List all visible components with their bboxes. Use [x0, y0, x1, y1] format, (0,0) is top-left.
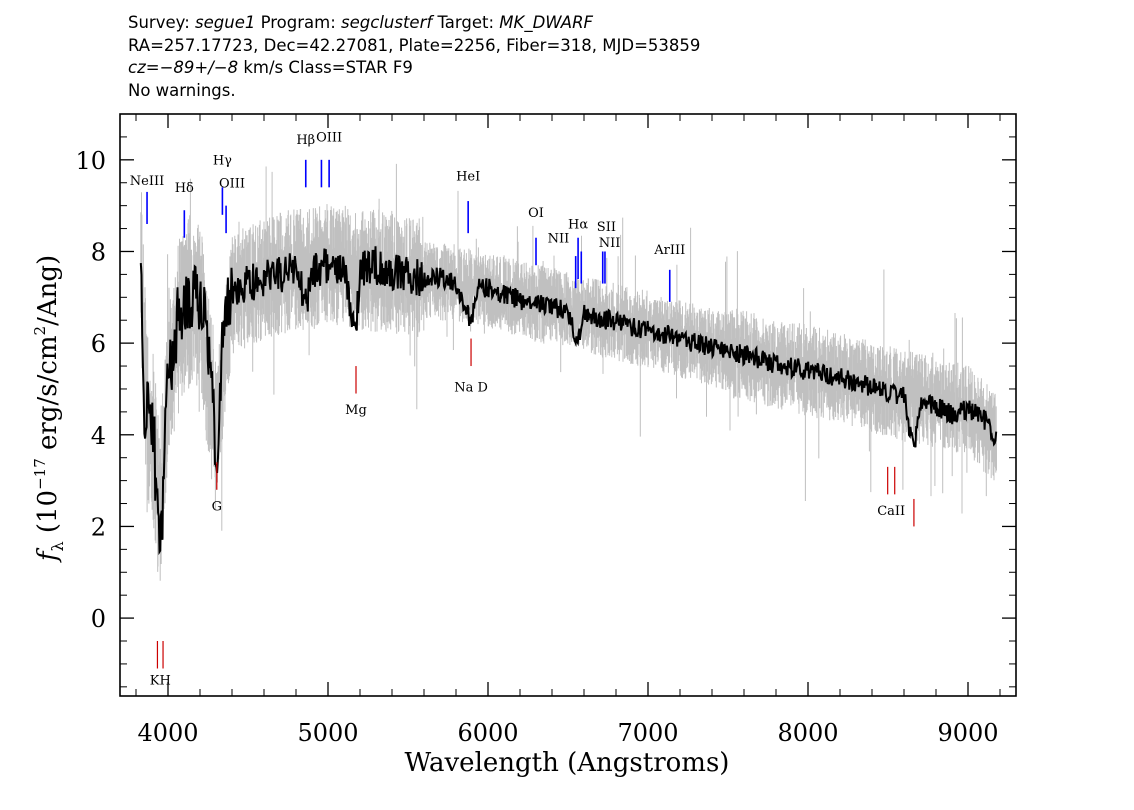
- x-tick-label: 5000: [297, 719, 358, 747]
- spectral-line-label: ArIII: [653, 243, 685, 258]
- spectral-line-label: NII: [599, 236, 621, 251]
- x-axis-label: Wavelength (Angstroms): [405, 748, 730, 778]
- x-tick-label: 9000: [937, 719, 998, 747]
- y-tick-label: 10: [75, 147, 106, 175]
- x-tick-label: 7000: [617, 719, 678, 747]
- spectral-line-label: SII: [597, 220, 616, 235]
- cz-value: −89+/−8: [159, 58, 239, 77]
- spectral-line-label: HeI: [456, 169, 480, 184]
- y-tick-label: 2: [91, 513, 106, 541]
- spectral-line-label: OIII: [316, 130, 342, 145]
- y-axis-label: fλ (10−17 erg/s/cm2/Ang): [31, 255, 67, 563]
- cz-label: cz=: [128, 58, 160, 77]
- program-label: Program:: [260, 13, 336, 32]
- target-label: Target:: [437, 13, 495, 32]
- y-tick-label: 8: [91, 238, 106, 266]
- spectrum-header: Survey: segue1 Program: segclusterf Targ…: [128, 12, 700, 102]
- header-line-redshift: cz=−89+/−8 km/s Class=STAR F9: [128, 57, 700, 80]
- spectral-line-label: CaII: [877, 504, 905, 519]
- y-tick-label: 4: [91, 422, 106, 450]
- spectral-line-label: KH: [150, 674, 171, 689]
- spectral-line-label: OIII: [219, 176, 245, 191]
- flux-series-line: [139, 246, 998, 556]
- spectral-line-label: NeIII: [130, 174, 164, 189]
- header-line-survey: Survey: segue1 Program: segclusterf Targ…: [128, 12, 700, 35]
- survey-label: Survey:: [128, 13, 190, 32]
- target-value: MK_DWARF: [499, 13, 594, 32]
- header-line-coords: RA=257.17723, Dec=42.27081, Plate=2256, …: [128, 35, 701, 55]
- spectral-line-label: Mg: [345, 403, 367, 418]
- plot-frame: [119, 113, 1017, 697]
- spectral-line-label: OI: [528, 206, 544, 221]
- x-tick-label: 6000: [457, 719, 518, 747]
- x-tick-label: 4000: [137, 719, 198, 747]
- x-tick-label: 8000: [777, 719, 838, 747]
- spectral-line-label: Hα: [568, 218, 588, 233]
- spectral-line-label: Na D: [454, 380, 488, 395]
- spectral-line-label: Hβ: [296, 133, 315, 148]
- class-text: km/s Class=STAR F9: [238, 58, 413, 77]
- y-tick-label: 6: [91, 330, 106, 358]
- survey-value: segue1: [195, 13, 256, 32]
- axis-ticks: 4000 5000 6000 7000 8000 9000 0 2 4 6 8 10: [75, 114, 1016, 747]
- header-line-warnings: No warnings.: [128, 80, 236, 100]
- spectral-line-label: Hδ: [175, 181, 194, 196]
- spectral-line-label: Hγ: [213, 153, 232, 168]
- spectral-line-label: NII: [548, 231, 570, 246]
- spectral-line-label: G: [212, 499, 222, 514]
- y-tick-label: 0: [91, 605, 106, 633]
- program-value: segclusterf: [341, 13, 433, 32]
